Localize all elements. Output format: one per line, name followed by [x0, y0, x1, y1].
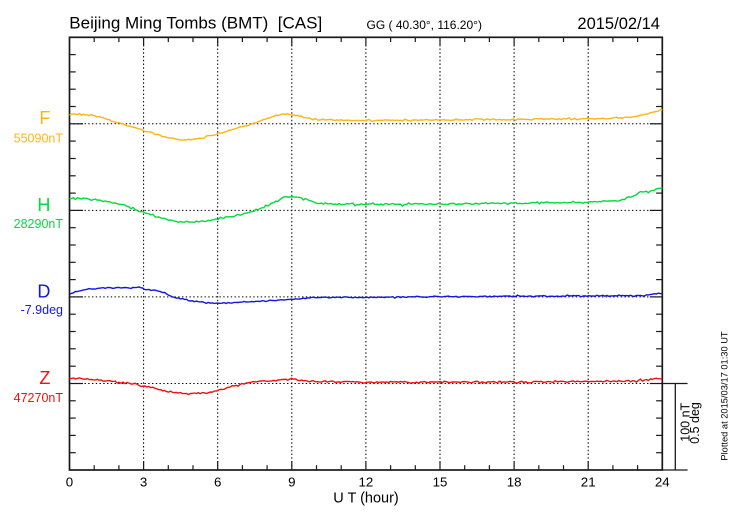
svg-text:0.5 deg: 0.5 deg [688, 402, 702, 444]
svg-text:F: F [39, 108, 50, 128]
svg-text:2015/02/14: 2015/02/14 [577, 15, 660, 33]
svg-text:-7.9deg: -7.9deg [21, 303, 63, 317]
svg-text:18: 18 [507, 475, 522, 490]
svg-text:H: H [37, 195, 50, 215]
svg-text:24: 24 [655, 475, 670, 490]
svg-text:3: 3 [140, 475, 147, 490]
svg-text:21: 21 [581, 475, 596, 490]
svg-text:0: 0 [66, 475, 73, 490]
svg-text:Plotted at 2015/03/17 01:30 UT: Plotted at 2015/03/17 01:30 UT [719, 331, 729, 461]
svg-text:GG ( 40.30°, 116.20°): GG ( 40.30°, 116.20°) [367, 18, 482, 32]
svg-text:9: 9 [288, 475, 295, 490]
svg-text:U T (hour): U T (hour) [333, 491, 399, 507]
svg-text:Beijing Ming Tombs (BMT) [CAS: Beijing Ming Tombs (BMT) [CAS] [69, 14, 322, 33]
svg-text:28290nT: 28290nT [14, 217, 64, 231]
svg-text:D: D [37, 281, 50, 301]
svg-text:6: 6 [214, 475, 221, 490]
svg-text:100 nT: 100 nT [678, 402, 692, 441]
svg-text:55090nT: 55090nT [14, 131, 64, 145]
svg-text:Z: Z [39, 368, 50, 388]
svg-text:15: 15 [433, 475, 448, 490]
svg-text:12: 12 [359, 475, 374, 490]
svg-text:47270nT: 47270nT [14, 391, 64, 405]
